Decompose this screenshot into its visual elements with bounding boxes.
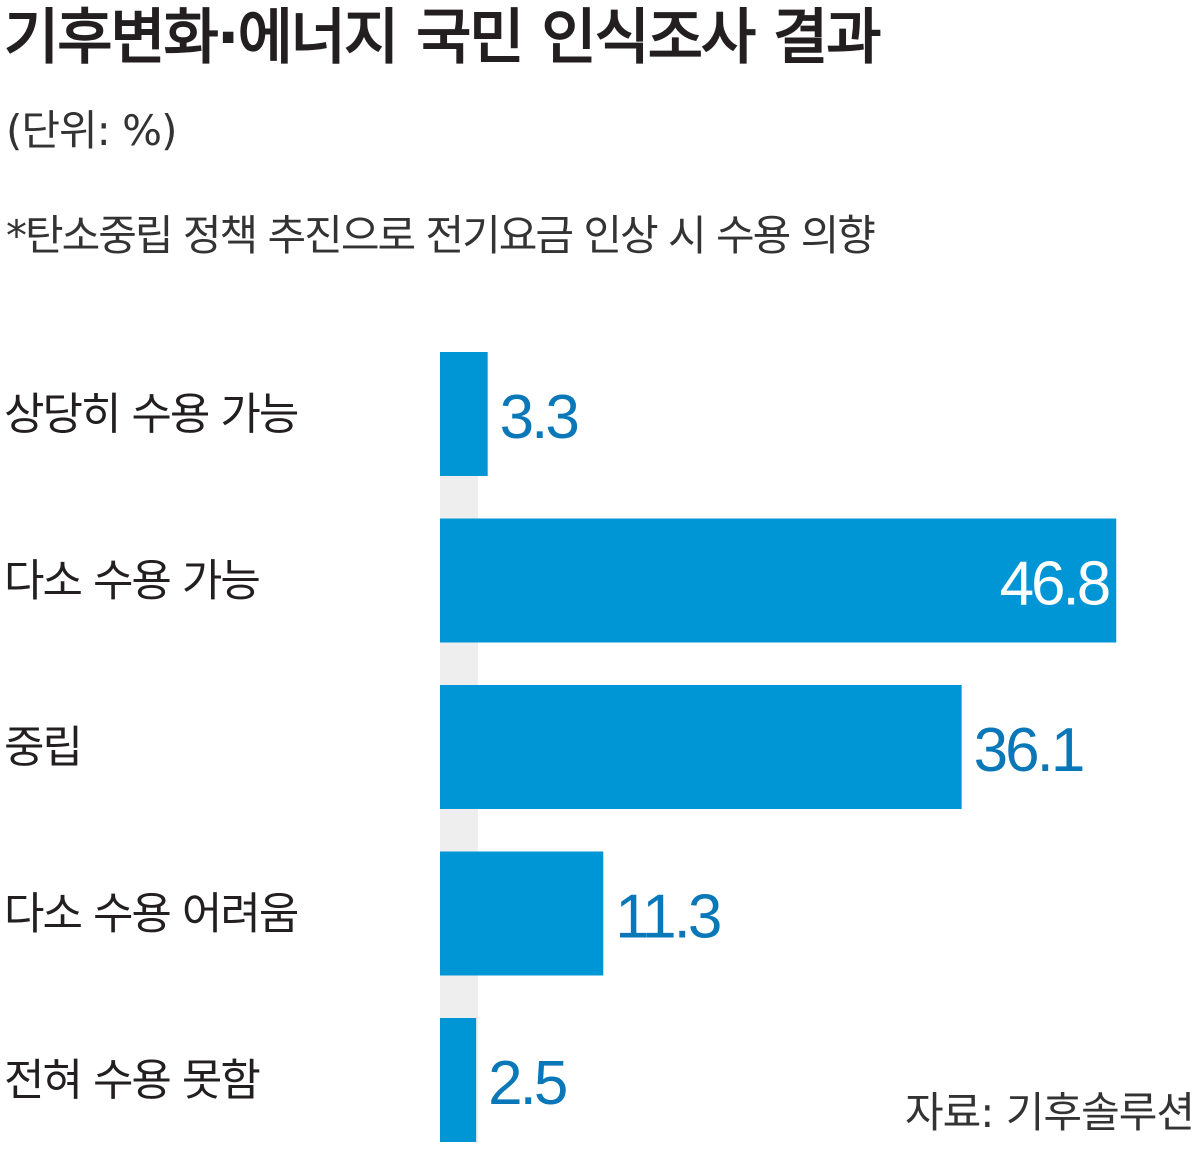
unit-label: (단위: %) [6,106,177,155]
value-label: 3.3 [500,383,578,452]
bar [440,685,962,809]
category-label: 다소 수용 어려움 [4,889,298,940]
category-label: 중립 [4,722,81,773]
category-label: 다소 수용 가능 [4,556,259,607]
category-label: 전혀 수용 못함 [4,1055,259,1106]
value-label: 36.1 [974,716,1083,785]
source-note: 자료: 기후솔루션 [905,1088,1195,1137]
bar [440,352,488,476]
category-label: 상당히 수용 가능 [4,389,298,440]
bar [440,851,604,976]
chart-title: 기후변화·에너지 국민 인식조사 결과 [4,3,881,73]
bar [440,518,1117,643]
bar [440,1018,477,1142]
bar-chart: 상당히 수용 가능 3.3 다소 수용 가능 46.8 중립 36.1 다소 수용 어려움 1… [4,352,1117,1142]
value-label: 11.3 [615,883,720,952]
value-label: 46.8 [1000,550,1109,619]
value-label: 2.5 [488,1049,566,1118]
chart-subtitle: *탄소중립 정책 추진으로 전기요금 인상 시 수용 의향 [6,211,876,260]
